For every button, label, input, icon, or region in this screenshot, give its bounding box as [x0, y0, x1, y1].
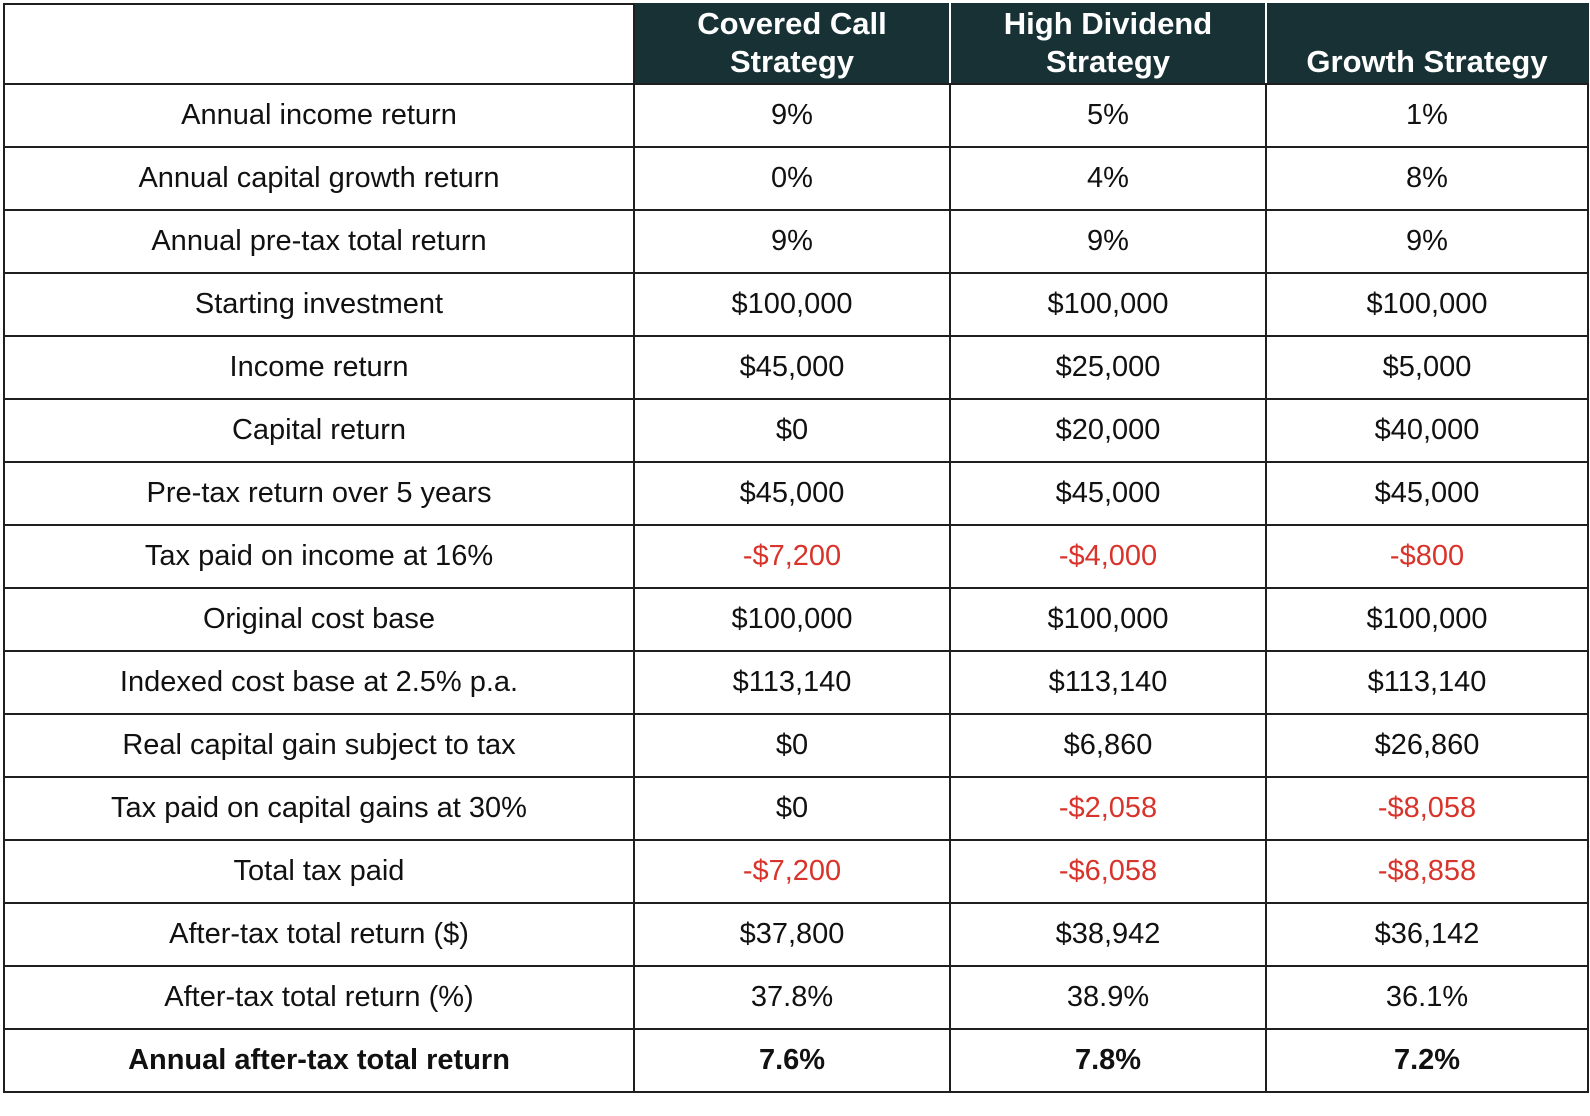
value-cell: $40,000	[1265, 398, 1589, 463]
table-row: After-tax total return ($) $37,800 $38,942…	[3, 902, 1589, 967]
header-high-dividend-strategy: High Dividend Strategy	[949, 3, 1267, 85]
value-cell: 7.6%	[633, 1028, 951, 1093]
negative-value-cell: -$6,058	[949, 839, 1267, 904]
row-label: Annual income return	[3, 83, 635, 148]
table-row: Indexed cost base at 2.5% p.a. $113,140 $1…	[3, 650, 1589, 715]
value-cell: 9%	[633, 209, 951, 274]
value-cell: 9%	[1265, 209, 1589, 274]
table-row: Tax paid on capital gains at 30% $0 -$2,05…	[3, 776, 1589, 841]
table-row: Income return $45,000 $25,000 $5,000	[3, 335, 1589, 400]
row-label: Real capital gain subject to tax	[3, 713, 635, 778]
header-label: Covered Call Strategy	[697, 5, 887, 81]
value-cell: 5%	[949, 83, 1267, 148]
row-label: Original cost base	[3, 587, 635, 652]
value-cell: 4%	[949, 146, 1267, 211]
table-row: Total tax paid -$7,200 -$6,058 -$8,858	[3, 839, 1589, 904]
header-corner	[3, 3, 635, 85]
value-cell: $100,000	[633, 272, 951, 337]
table-row: Starting investment $100,000 $100,000 $100,…	[3, 272, 1589, 337]
value-cell: 9%	[633, 83, 951, 148]
row-label: Pre-tax return over 5 years	[3, 461, 635, 526]
header-label: Growth Strategy	[1306, 43, 1547, 81]
negative-value-cell: -$2,058	[949, 776, 1267, 841]
header-label-line: Strategy	[729, 44, 855, 79]
value-cell: 7.2%	[1265, 1028, 1589, 1093]
value-cell: $100,000	[633, 587, 951, 652]
row-label: Tax paid on income at 16%	[3, 524, 635, 589]
value-cell: $45,000	[633, 461, 951, 526]
negative-value-cell: -$4,000	[949, 524, 1267, 589]
row-label: Annual capital growth return	[3, 146, 635, 211]
table-row: Pre-tax return over 5 years $45,000 $45,00…	[3, 461, 1589, 526]
table-row: Capital return $0 $20,000 $40,000	[3, 398, 1589, 463]
row-label: Income return	[3, 335, 635, 400]
value-cell: $100,000	[1265, 587, 1589, 652]
table-row: Annual after-tax total return 7.6% 7.8% 7.2…	[3, 1028, 1589, 1093]
value-cell: 37.8%	[633, 965, 951, 1030]
value-cell: $37,800	[633, 902, 951, 967]
negative-value-cell: -$800	[1265, 524, 1589, 589]
table-row: Original cost base $100,000 $100,000 $100,0…	[3, 587, 1589, 652]
row-label: After-tax total return ($)	[3, 902, 635, 967]
value-cell: $100,000	[1265, 272, 1589, 337]
row-label: Indexed cost base at 2.5% p.a.	[3, 650, 635, 715]
value-cell: $36,142	[1265, 902, 1589, 967]
table-row: Annual pre-tax total return 9% 9% 9%	[3, 209, 1589, 274]
header-row: Covered Call Strategy High Dividend Strateg…	[3, 3, 1589, 85]
header-label-line: Covered Call	[697, 6, 887, 41]
table-row: Annual income return 9% 5% 1%	[3, 83, 1589, 148]
table-row: Real capital gain subject to tax $0 $6,860…	[3, 713, 1589, 778]
strategy-comparison-table-container: Covered Call Strategy High Dividend Strateg…	[3, 3, 1589, 1093]
row-label: Total tax paid	[3, 839, 635, 904]
value-cell: $5,000	[1265, 335, 1589, 400]
row-label: Tax paid on capital gains at 30%	[3, 776, 635, 841]
header-growth-strategy: Growth Strategy	[1265, 3, 1589, 85]
footnote-strip	[0, 1096, 1590, 1116]
value-cell: $113,140	[633, 650, 951, 715]
row-label: Annual pre-tax total return	[3, 209, 635, 274]
value-cell: $0	[633, 713, 951, 778]
value-cell: 36.1%	[1265, 965, 1589, 1030]
row-label: After-tax total return (%)	[3, 965, 635, 1030]
negative-value-cell: -$8,858	[1265, 839, 1589, 904]
header-label: High Dividend Strategy	[1004, 5, 1212, 81]
value-cell: $38,942	[949, 902, 1267, 967]
value-cell: $45,000	[633, 335, 951, 400]
row-label: Annual after-tax total return	[3, 1028, 635, 1093]
negative-value-cell: -$7,200	[633, 524, 951, 589]
value-cell: 1%	[1265, 83, 1589, 148]
value-cell: 38.9%	[949, 965, 1267, 1030]
value-cell: $100,000	[949, 272, 1267, 337]
value-cell: $113,140	[949, 650, 1267, 715]
value-cell: $0	[633, 398, 951, 463]
value-cell: $26,860	[1265, 713, 1589, 778]
value-cell: $113,140	[1265, 650, 1589, 715]
header-label-line: Strategy	[1045, 44, 1171, 79]
value-cell: $6,860	[949, 713, 1267, 778]
value-cell: $20,000	[949, 398, 1267, 463]
header-label-line: Growth Strategy	[1306, 44, 1548, 79]
value-cell: 7.8%	[949, 1028, 1267, 1093]
value-cell: $0	[633, 776, 951, 841]
negative-value-cell: -$8,058	[1265, 776, 1589, 841]
value-cell: 9%	[949, 209, 1267, 274]
table-row: After-tax total return (%) 37.8% 38.9% 36.1…	[3, 965, 1589, 1030]
value-cell: $45,000	[949, 461, 1267, 526]
value-cell: $25,000	[949, 335, 1267, 400]
table-row: Annual capital growth return 0% 4% 8%	[3, 146, 1589, 211]
negative-value-cell: -$7,200	[633, 839, 951, 904]
value-cell: 0%	[633, 146, 951, 211]
value-cell: $45,000	[1265, 461, 1589, 526]
table-body: Annual income return 9% 5% 1% Annual capital…	[3, 83, 1589, 1093]
header-label-line: High Dividend	[1003, 6, 1213, 41]
strategy-comparison-table: Covered Call Strategy High Dividend Strateg…	[3, 3, 1589, 1093]
value-cell: 8%	[1265, 146, 1589, 211]
header-covered-call-strategy: Covered Call Strategy	[633, 3, 951, 85]
table-row: Tax paid on income at 16% -$7,200 -$4,000-…	[3, 524, 1589, 589]
value-cell: $100,000	[949, 587, 1267, 652]
row-label: Capital return	[3, 398, 635, 463]
row-label: Starting investment	[3, 272, 635, 337]
